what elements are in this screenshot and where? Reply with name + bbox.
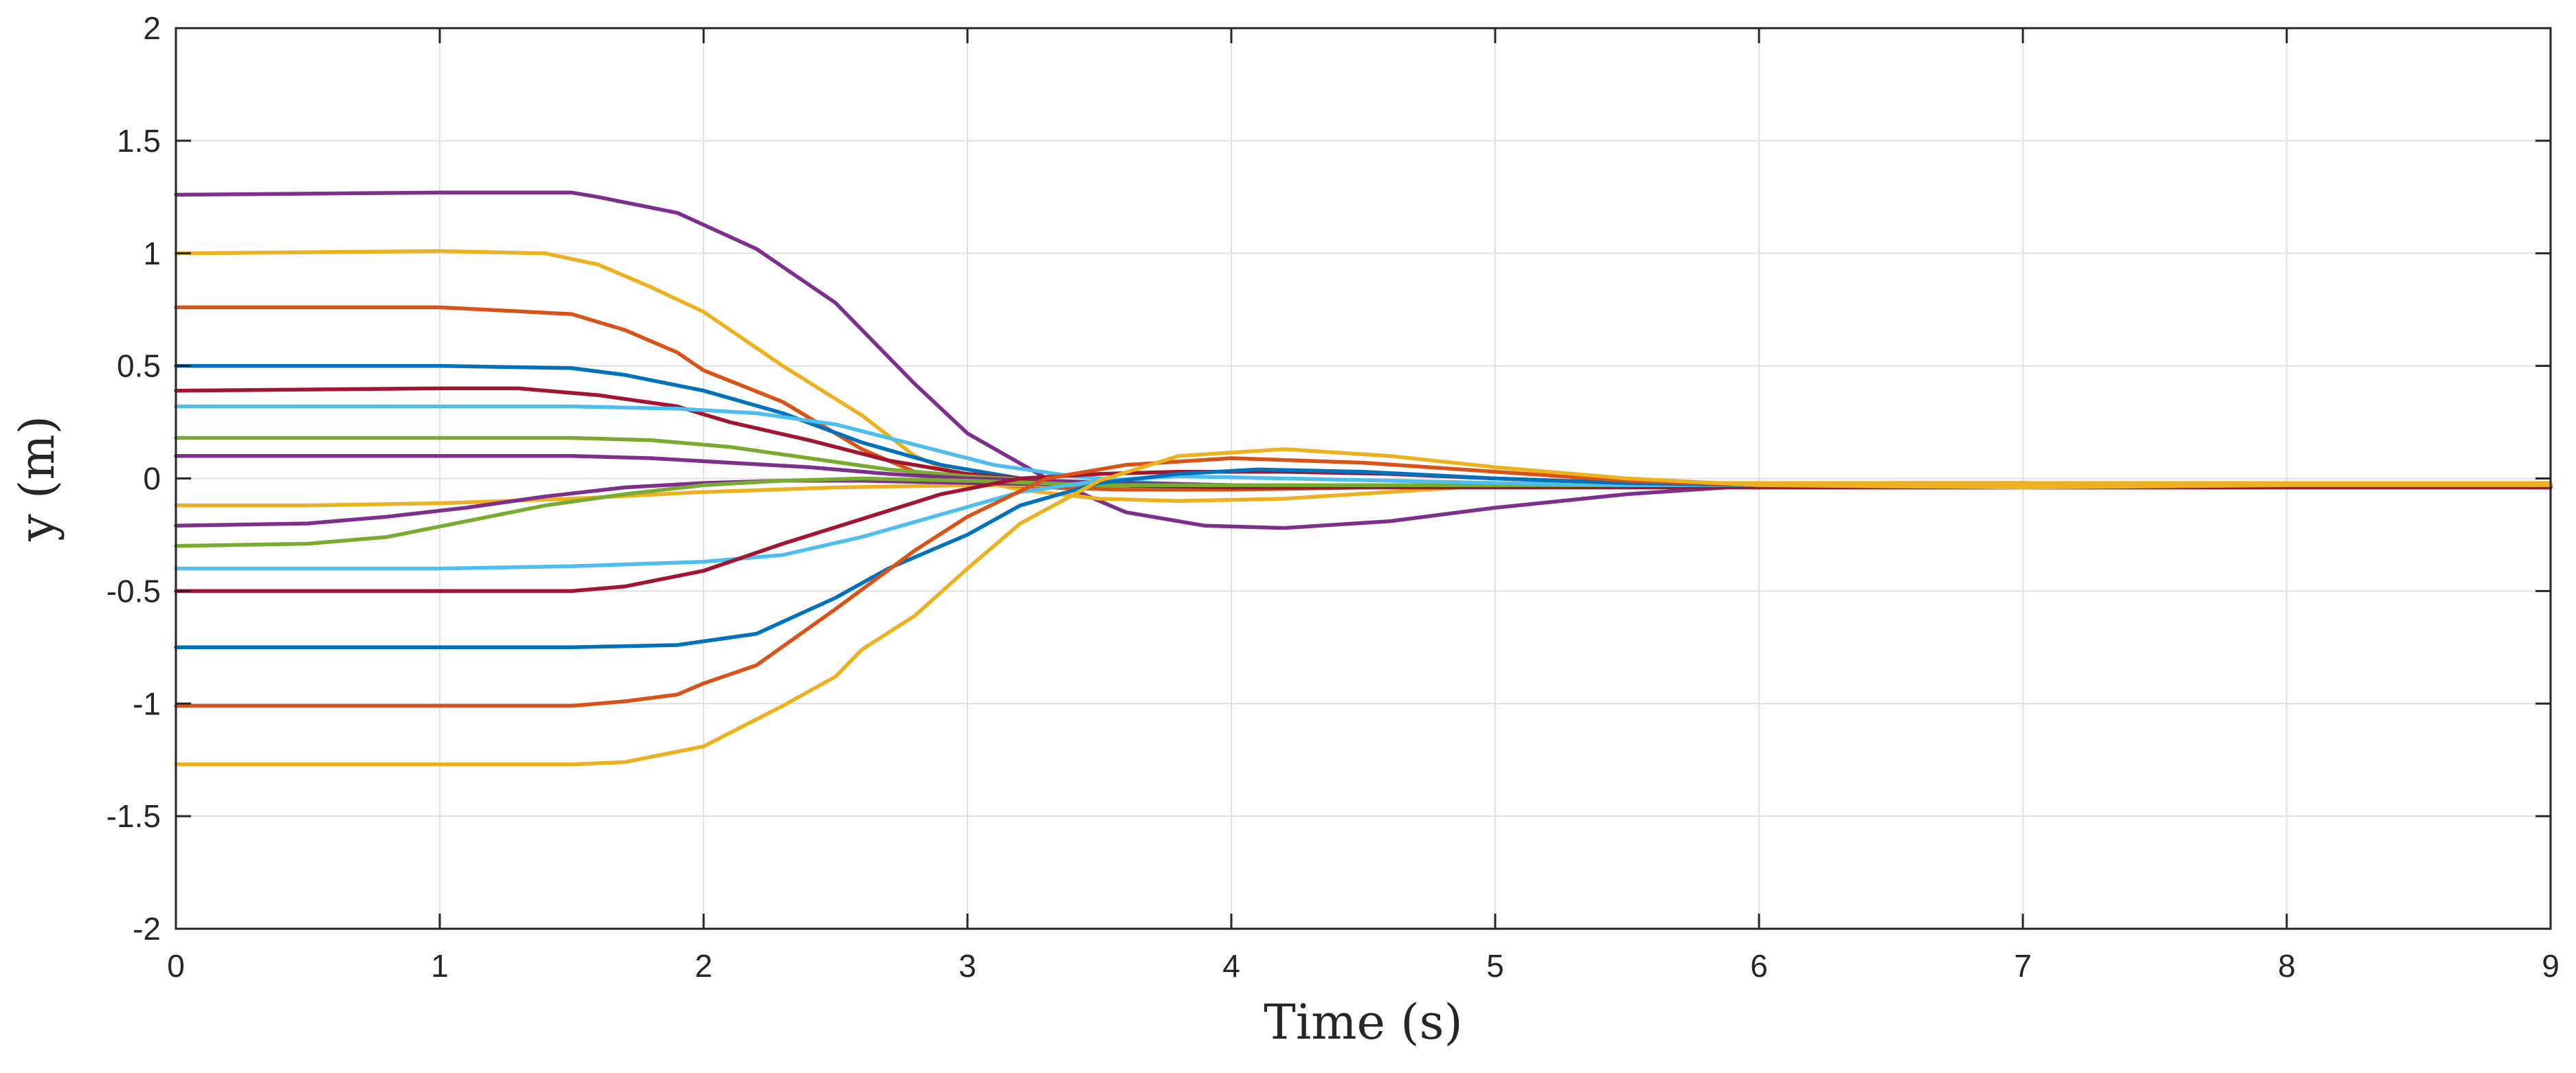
y-tick-labels: -2 -1.5 -1 -0.5 0 0.5 1 1.5 2 — [107, 10, 161, 947]
x-tick-label: 5 — [1486, 948, 1504, 984]
x-axis-title: Time (s) — [1264, 994, 1463, 1050]
x-tick-label: 9 — [2542, 948, 2560, 984]
series-line-s15 — [174, 456, 2553, 708]
ticks — [175, 27, 2552, 930]
x-tick-label: 4 — [1222, 948, 1240, 984]
series-group — [174, 190, 2553, 767]
y-tick-label: 1.5 — [117, 123, 161, 159]
x-tick-label: 3 — [959, 948, 976, 984]
y-tick-label: -2 — [133, 911, 161, 947]
x-tick-label: 7 — [2014, 948, 2032, 984]
y-tick-label: 0.5 — [117, 348, 161, 384]
y-axis-title: y (m) — [9, 416, 65, 542]
y-tick-label: 0 — [143, 461, 161, 497]
x-tick-label: 0 — [167, 948, 185, 984]
y-tick-label: -1.5 — [107, 798, 161, 834]
x-tick-label: 1 — [431, 948, 449, 984]
x-tick-labels: 0 1 2 3 4 5 6 7 8 9 — [167, 948, 2560, 984]
x-tick-label: 2 — [695, 948, 713, 984]
y-tick-label: 2 — [143, 10, 161, 46]
x-tick-label: 6 — [1750, 948, 1768, 984]
series-line-s16 — [174, 447, 2553, 767]
x-tick-label: 8 — [2278, 948, 2296, 984]
y-tick-label: -1 — [133, 686, 161, 721]
y-tick-label: -0.5 — [107, 573, 161, 609]
y-tick-label: 1 — [143, 236, 161, 271]
